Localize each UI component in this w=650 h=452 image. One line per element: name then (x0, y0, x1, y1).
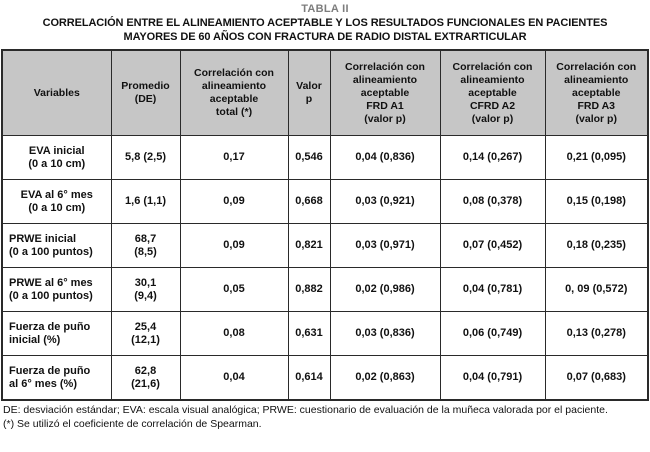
value-cell: 0,02 (0,986) (329, 267, 441, 312)
footnotes: DE: desviación estándar; EVA: escala vis… (3, 404, 648, 431)
value-cell: 0,18 (0,235) (544, 223, 649, 268)
table-title-line-1: CORRELACIÓN ENTRE EL ALINEAMIENTO ACEPTA… (42, 17, 608, 29)
variable-cell: PRWE al 6° mes (0 a 100 puntos) (1, 267, 112, 312)
variable-cell: Fuerza de puño inicial (%) (1, 311, 112, 356)
column-header: Correlación con alineamiento aceptable t… (179, 49, 289, 136)
value-cell: 0,04 (0,791) (439, 355, 546, 401)
value-cell: 0,882 (287, 267, 331, 312)
variable-cell: EVA al 6° mes (0 a 10 cm) (1, 179, 112, 224)
table-row: Fuerza de puño al 6° mes (%) 62,8 (21,6) 0… (1, 355, 649, 401)
column-header: Correlación con alineamiento aceptable C… (439, 49, 546, 136)
column-header: Correlación con alineamiento aceptable F… (544, 49, 649, 136)
value-cell: 0,821 (287, 223, 331, 268)
value-cell: 0,03 (0,971) (329, 223, 441, 268)
table-row: EVA al 6° mes (0 a 10 cm) 1,6 (1,1) 0,09 0,… (1, 179, 649, 224)
table-row: Fuerza de puño inicial (%) 25,4 (12,1) 0,0… (1, 311, 649, 356)
column-header: Promedio (DE) (110, 49, 181, 136)
title-block: TABLA II CORRELACIÓN ENTRE EL ALINEAMIEN… (0, 0, 650, 44)
value-cell: 0,05 (179, 267, 289, 312)
value-cell: 1,6 (1,1) (110, 179, 181, 224)
table-row: PRWE al 6° mes (0 a 100 puntos) 30,1 (9,4… (1, 267, 649, 312)
value-cell: 0,03 (0,836) (329, 311, 441, 356)
table-body: EVA inicial (0 a 10 cm) 5,8 (2,5) 0,17 0,54… (1, 135, 649, 401)
value-cell: 0,02 (0,863) (329, 355, 441, 401)
column-header: Correlación con alineamiento aceptable F… (329, 49, 441, 136)
value-cell: 0, 09 (0,572) (544, 267, 649, 312)
value-cell: 62,8 (21,6) (110, 355, 181, 401)
variable-cell: PRWE inicial (0 a 100 puntos) (1, 223, 112, 268)
variable-cell: EVA inicial (0 a 10 cm) (1, 135, 112, 180)
footnote-abbreviations: DE: desviación estándar; EVA: escala vis… (3, 404, 608, 416)
value-cell: 0,07 (0,452) (439, 223, 546, 268)
value-cell: 0,14 (0,267) (439, 135, 546, 180)
value-cell: 68,7 (8,5) (110, 223, 181, 268)
value-cell: 0,04 (0,781) (439, 267, 546, 312)
variable-cell: Fuerza de puño al 6° mes (%) (1, 355, 112, 401)
table-row: PRWE inicial (0 a 100 puntos) 68,7 (8,5) 0… (1, 223, 649, 268)
table-header: Variables Promedio (DE) Correlación con al… (1, 49, 649, 136)
header-row: Variables Promedio (DE) Correlación con al… (1, 49, 649, 136)
table-title-line-2: MAYORES DE 60 AÑOS CON FRACTURA DE RADIO… (123, 31, 527, 43)
column-header: Valor p (287, 49, 331, 136)
value-cell: 0,09 (179, 223, 289, 268)
value-cell: 0,17 (179, 135, 289, 180)
column-header: Variables (1, 49, 112, 136)
value-cell: 0,04 (0,836) (329, 135, 441, 180)
value-cell: 0,09 (179, 179, 289, 224)
value-cell: 0,15 (0,198) (544, 179, 649, 224)
value-cell: 0,06 (0,749) (439, 311, 546, 356)
value-cell: 0,04 (179, 355, 289, 401)
value-cell: 0,13 (0,278) (544, 311, 649, 356)
value-cell: 0,668 (287, 179, 331, 224)
value-cell: 0,08 (179, 311, 289, 356)
value-cell: 30,1 (9,4) (110, 267, 181, 312)
footnote-spearman: (*) Se utilizó el coeficiente de correla… (3, 417, 262, 430)
correlation-table: Variables Promedio (DE) Correlación con al… (1, 49, 649, 401)
value-cell: 0,631 (287, 311, 331, 356)
value-cell: 5,8 (2,5) (110, 135, 181, 180)
table-number-label: TABLA II (301, 3, 349, 15)
table-row: EVA inicial (0 a 10 cm) 5,8 (2,5) 0,17 0,54… (1, 135, 649, 180)
value-cell: 0,546 (287, 135, 331, 180)
value-cell: 0,614 (287, 355, 331, 401)
value-cell: 0,08 (0,378) (439, 179, 546, 224)
value-cell: 0,21 (0,095) (544, 135, 649, 180)
value-cell: 25,4 (12,1) (110, 311, 181, 356)
value-cell: 0,03 (0,921) (329, 179, 441, 224)
value-cell: 0,07 (0,683) (544, 355, 649, 401)
